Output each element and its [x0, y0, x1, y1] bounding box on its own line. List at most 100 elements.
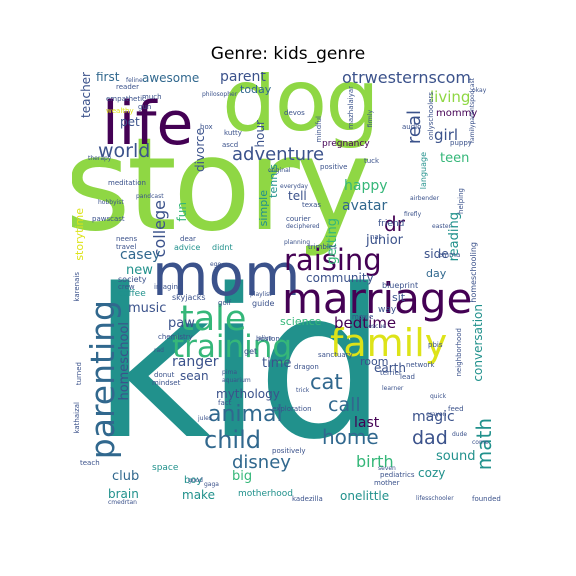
word-make: make [182, 488, 215, 502]
word-kathaizal: kathaizal [73, 402, 81, 434]
word-sit: sit [392, 291, 406, 304]
word-pbis: pbis [428, 341, 443, 349]
word-child: child [204, 426, 261, 454]
word-community: community [306, 271, 374, 285]
word-reader: reader [116, 83, 139, 91]
word-jules: jules [198, 415, 212, 422]
word-dear: dear [180, 235, 196, 243]
word-much: much [142, 93, 162, 101]
word-firmly: firmly [367, 110, 374, 128]
word-conversation: conversation [471, 304, 485, 382]
word-learner: learner [382, 385, 404, 392]
word-puppy: puppy [450, 139, 472, 147]
word-planning: planning [284, 239, 311, 246]
word-birth: birth [356, 452, 394, 471]
word-time: time [262, 356, 292, 371]
word-lead: lead [400, 373, 415, 381]
word-seven: seven [378, 465, 396, 472]
word-sanctuary: sanctuary [318, 351, 353, 359]
word-onelittle: onelittle [340, 489, 390, 503]
word-magic: magic [412, 409, 455, 425]
word-fun: fun [175, 202, 189, 222]
word-courier: courier [286, 215, 311, 223]
word-room: room [360, 355, 389, 368]
word-side: side [424, 247, 449, 261]
word-avatar: avatar [342, 198, 388, 214]
word-storytime: storytime [73, 208, 86, 261]
word-gun: gun [138, 103, 152, 111]
word-aquarium: aquarium [222, 377, 251, 384]
word-last: last [354, 415, 380, 431]
word-awesome: awesome [142, 72, 200, 85]
word-mythology: mythology [216, 387, 280, 401]
word-everyday: everyday [280, 183, 308, 190]
word-life: life [102, 89, 194, 159]
word-familyparentspodcast: familyparentspodcast [469, 78, 476, 144]
word-blueprint: blueprint [382, 281, 419, 290]
word-raising: raising [284, 243, 382, 277]
word-terrier: terrier [380, 369, 402, 377]
word-language: language [419, 152, 428, 190]
word-hobbyist: hobbyist [98, 199, 124, 206]
word-get: get [244, 347, 258, 356]
word-club: club [112, 469, 140, 484]
word-teach: teach [80, 459, 100, 467]
word-home: home [322, 425, 379, 449]
word-donut: donut [154, 371, 175, 379]
word-marriage: marriage [282, 274, 473, 323]
word-junior: junior [366, 233, 404, 248]
word-trimbles: trimbles [308, 243, 337, 251]
word-philosopher: philosopher [202, 91, 238, 98]
word-original: original [268, 167, 291, 174]
word-feed: feed [448, 405, 464, 413]
word-motherhood: motherhood [238, 489, 294, 499]
word-dad: dad [412, 427, 448, 449]
word-gaga: gaga [204, 481, 219, 488]
word-neens: neens [116, 235, 138, 243]
word-dude: dude [452, 431, 468, 438]
word-girl: girl [434, 126, 459, 144]
word-audio: audio [402, 123, 422, 131]
word-new: new [126, 263, 153, 278]
word-positive: positive [320, 163, 348, 171]
word-mazhalaiyar: mazhalaiyar [347, 86, 355, 129]
word-cloud: kid story dog life mom marriage raising … [72, 72, 504, 504]
word-kutty: kutty [224, 129, 242, 137]
word-empathetic: empathetic [106, 95, 146, 103]
word-sound: sound [436, 449, 476, 464]
word-bedtime: bedtime [334, 314, 397, 332]
word-story: story [72, 111, 372, 260]
word-karenais: karenais [73, 272, 81, 302]
word-onlyschoolers: onlyschoolers [427, 92, 435, 141]
word-pandcast: pandcast [136, 193, 164, 200]
word-cat: cat [310, 370, 343, 394]
word-good: good [188, 477, 203, 484]
word-friend: friend [378, 219, 405, 229]
word-teacher: teacher [79, 72, 93, 118]
word-box: box [200, 123, 213, 131]
word-pima: pima [222, 369, 237, 376]
word-mindful: mindful [315, 116, 323, 143]
word-founded: founded [472, 495, 501, 503]
word-paw: paw [168, 316, 195, 331]
word-ego: ego [210, 261, 222, 268]
word-divorce: divorce [193, 128, 207, 173]
word-dragon: dragon [294, 363, 319, 371]
word-okay: okay [472, 87, 487, 94]
word-positively: positively [272, 447, 306, 455]
word-dr: dr [384, 212, 405, 236]
word-science: science [280, 315, 322, 328]
word-getting: getting [325, 218, 340, 265]
word-call: call [328, 394, 361, 416]
word-rad: rad [154, 347, 164, 354]
word-today: today [240, 83, 272, 96]
word-day: day [426, 267, 447, 280]
word-coffee: coffee [118, 289, 146, 299]
word-rescue: rescue [366, 323, 386, 330]
word-golf: golf [218, 299, 232, 307]
word-cmedrtan: cmedrtan [108, 499, 137, 505]
word-kid: kid [92, 245, 387, 485]
word-crew: crew [118, 283, 135, 291]
word-fact: fact [218, 399, 232, 407]
word-guide: guide [252, 299, 275, 308]
